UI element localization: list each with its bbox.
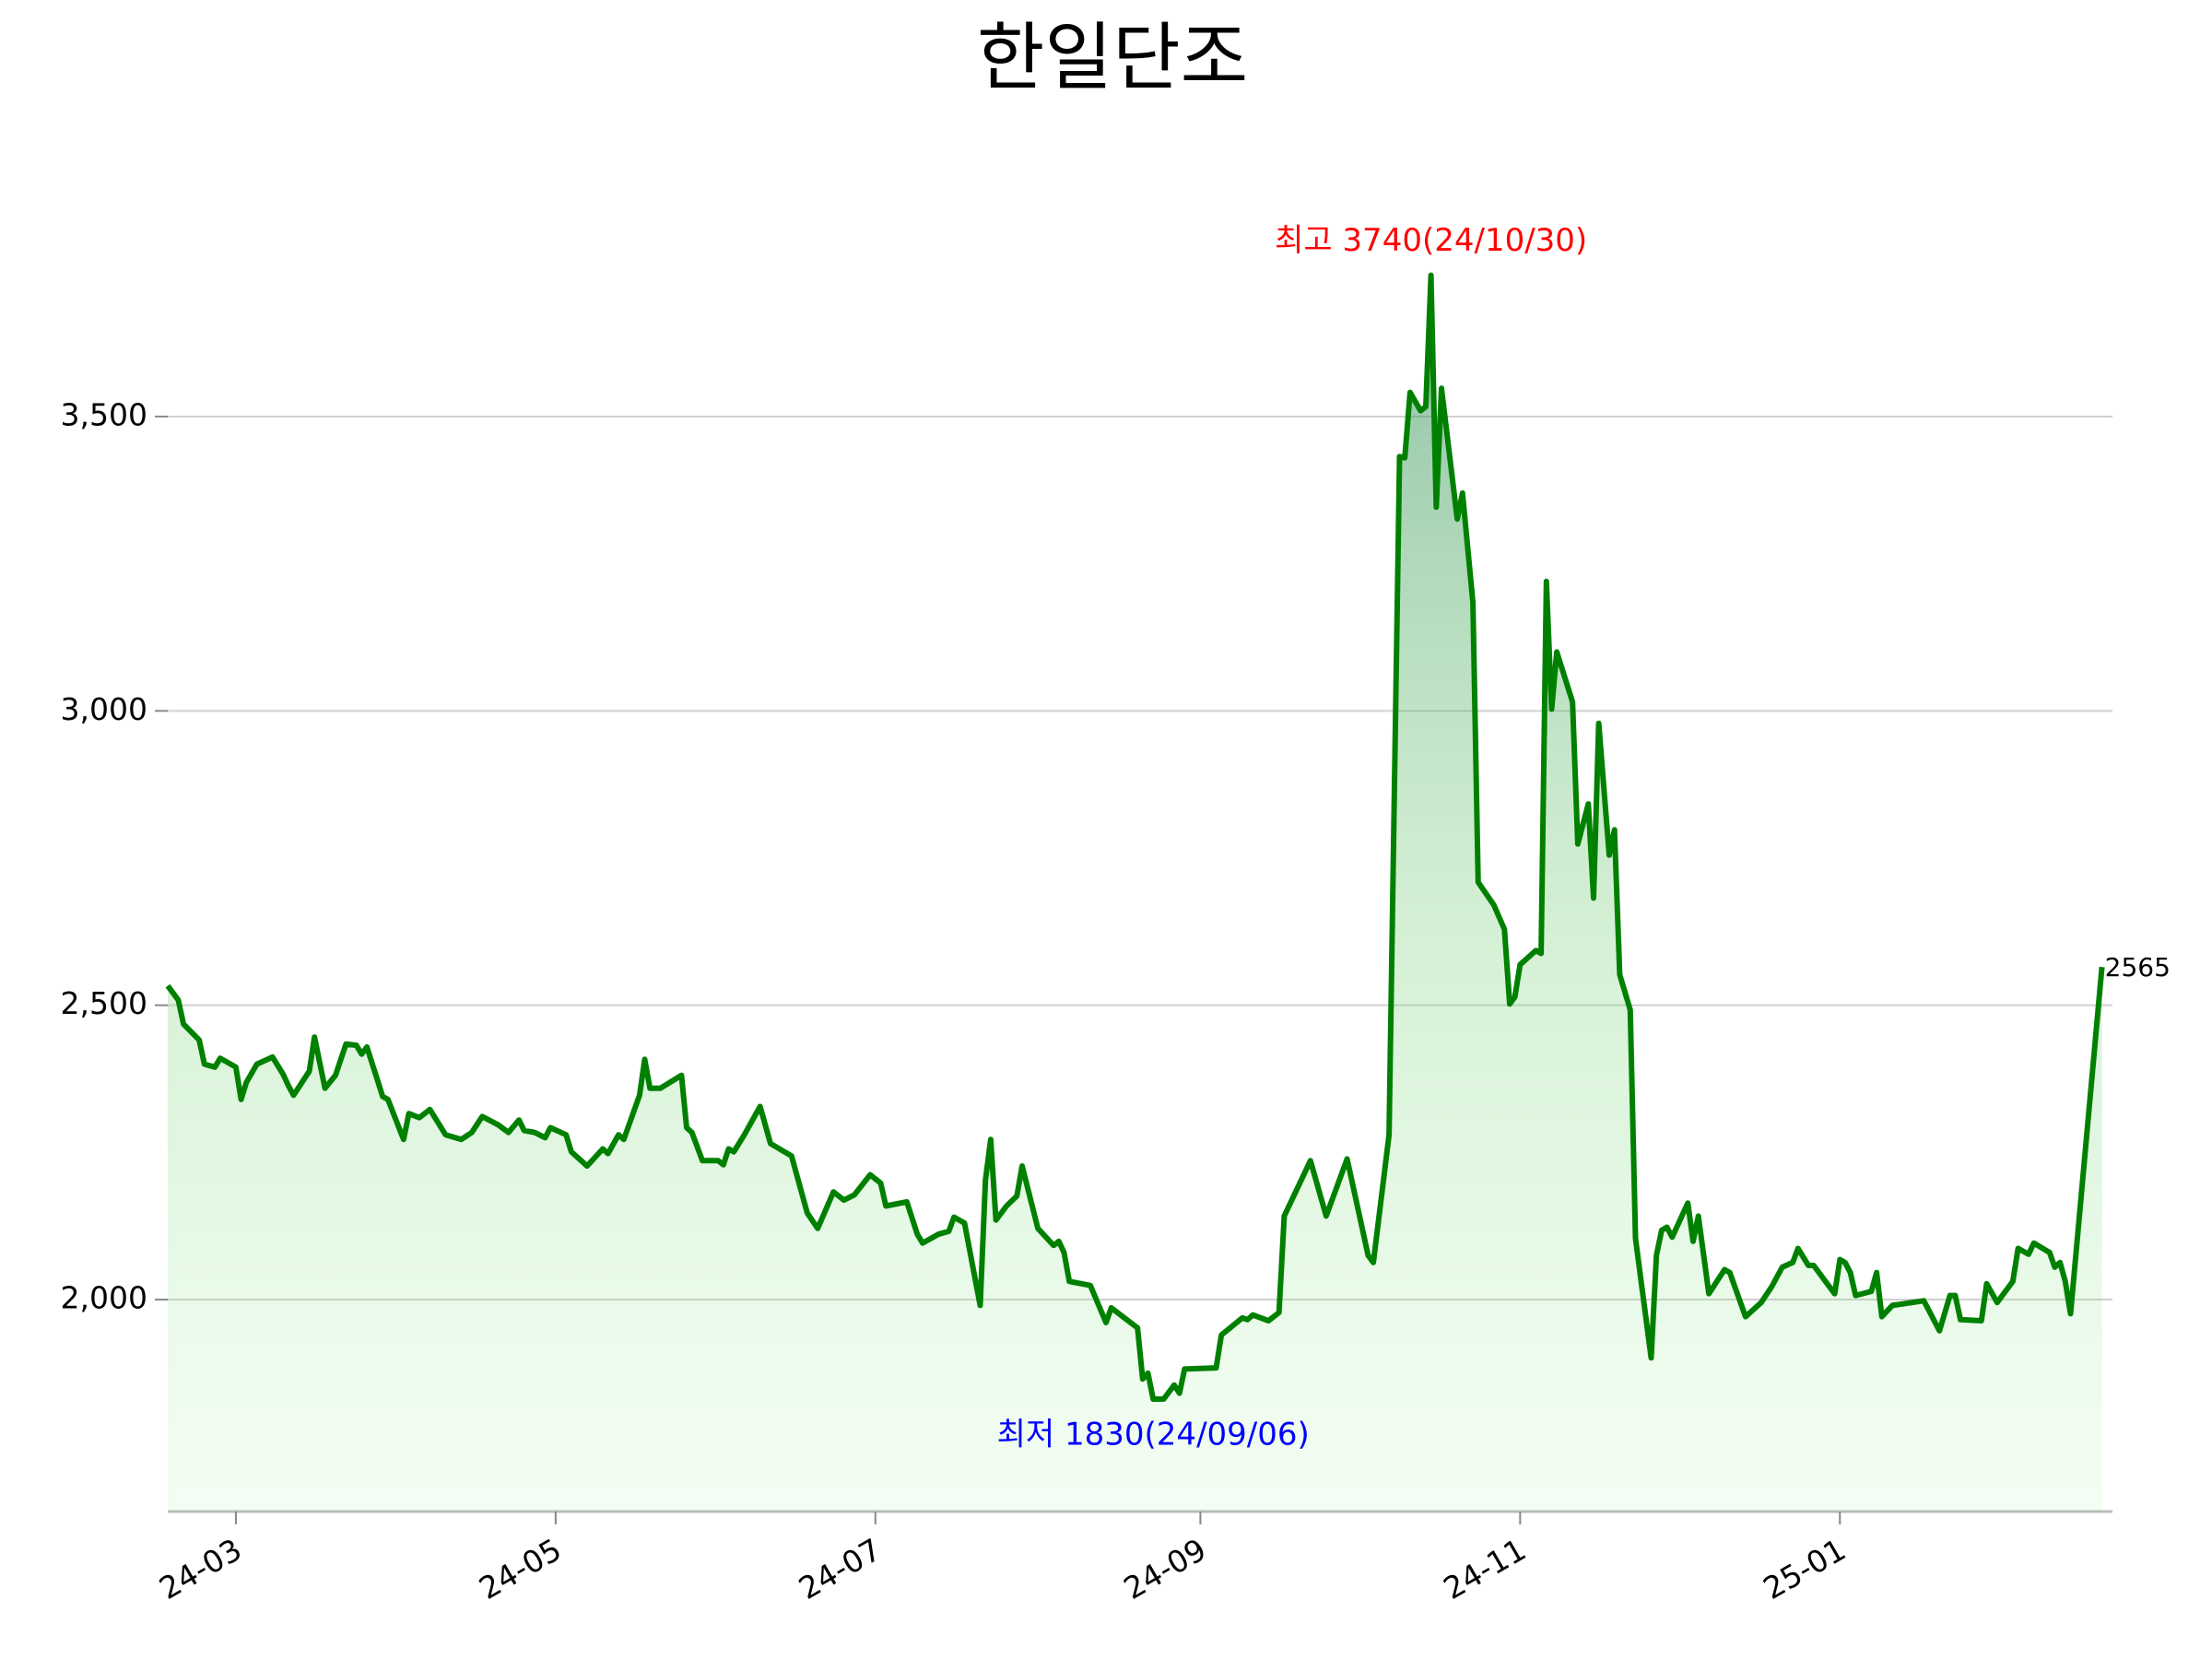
line xyxy=(165,272,2105,1402)
y-tick-label: 2,500 xyxy=(61,985,147,1021)
x-tick-label: 24-05 xyxy=(473,1531,568,1606)
area xyxy=(168,275,2102,1512)
y-tick-label: 2,000 xyxy=(61,1280,147,1316)
x-tick-label: 24-09 xyxy=(1118,1531,1213,1606)
chart-title: 한일단조 xyxy=(977,15,1248,100)
max-annotation: 최고 3740(24/10/30) xyxy=(1275,222,1587,259)
min-annotation: 최저 1830(24/09/06) xyxy=(997,1417,1310,1453)
x-tick-label: 24-07 xyxy=(793,1531,888,1606)
y-tick-label: 3,500 xyxy=(61,396,147,432)
x-tick-label: 25-01 xyxy=(1757,1531,1852,1606)
last-value-label: 2565 xyxy=(2105,952,2171,982)
x-tick-label: 24-11 xyxy=(1438,1531,1533,1606)
x-tick-label: 24-03 xyxy=(153,1531,248,1606)
y-tick-label: 3,000 xyxy=(61,691,147,727)
